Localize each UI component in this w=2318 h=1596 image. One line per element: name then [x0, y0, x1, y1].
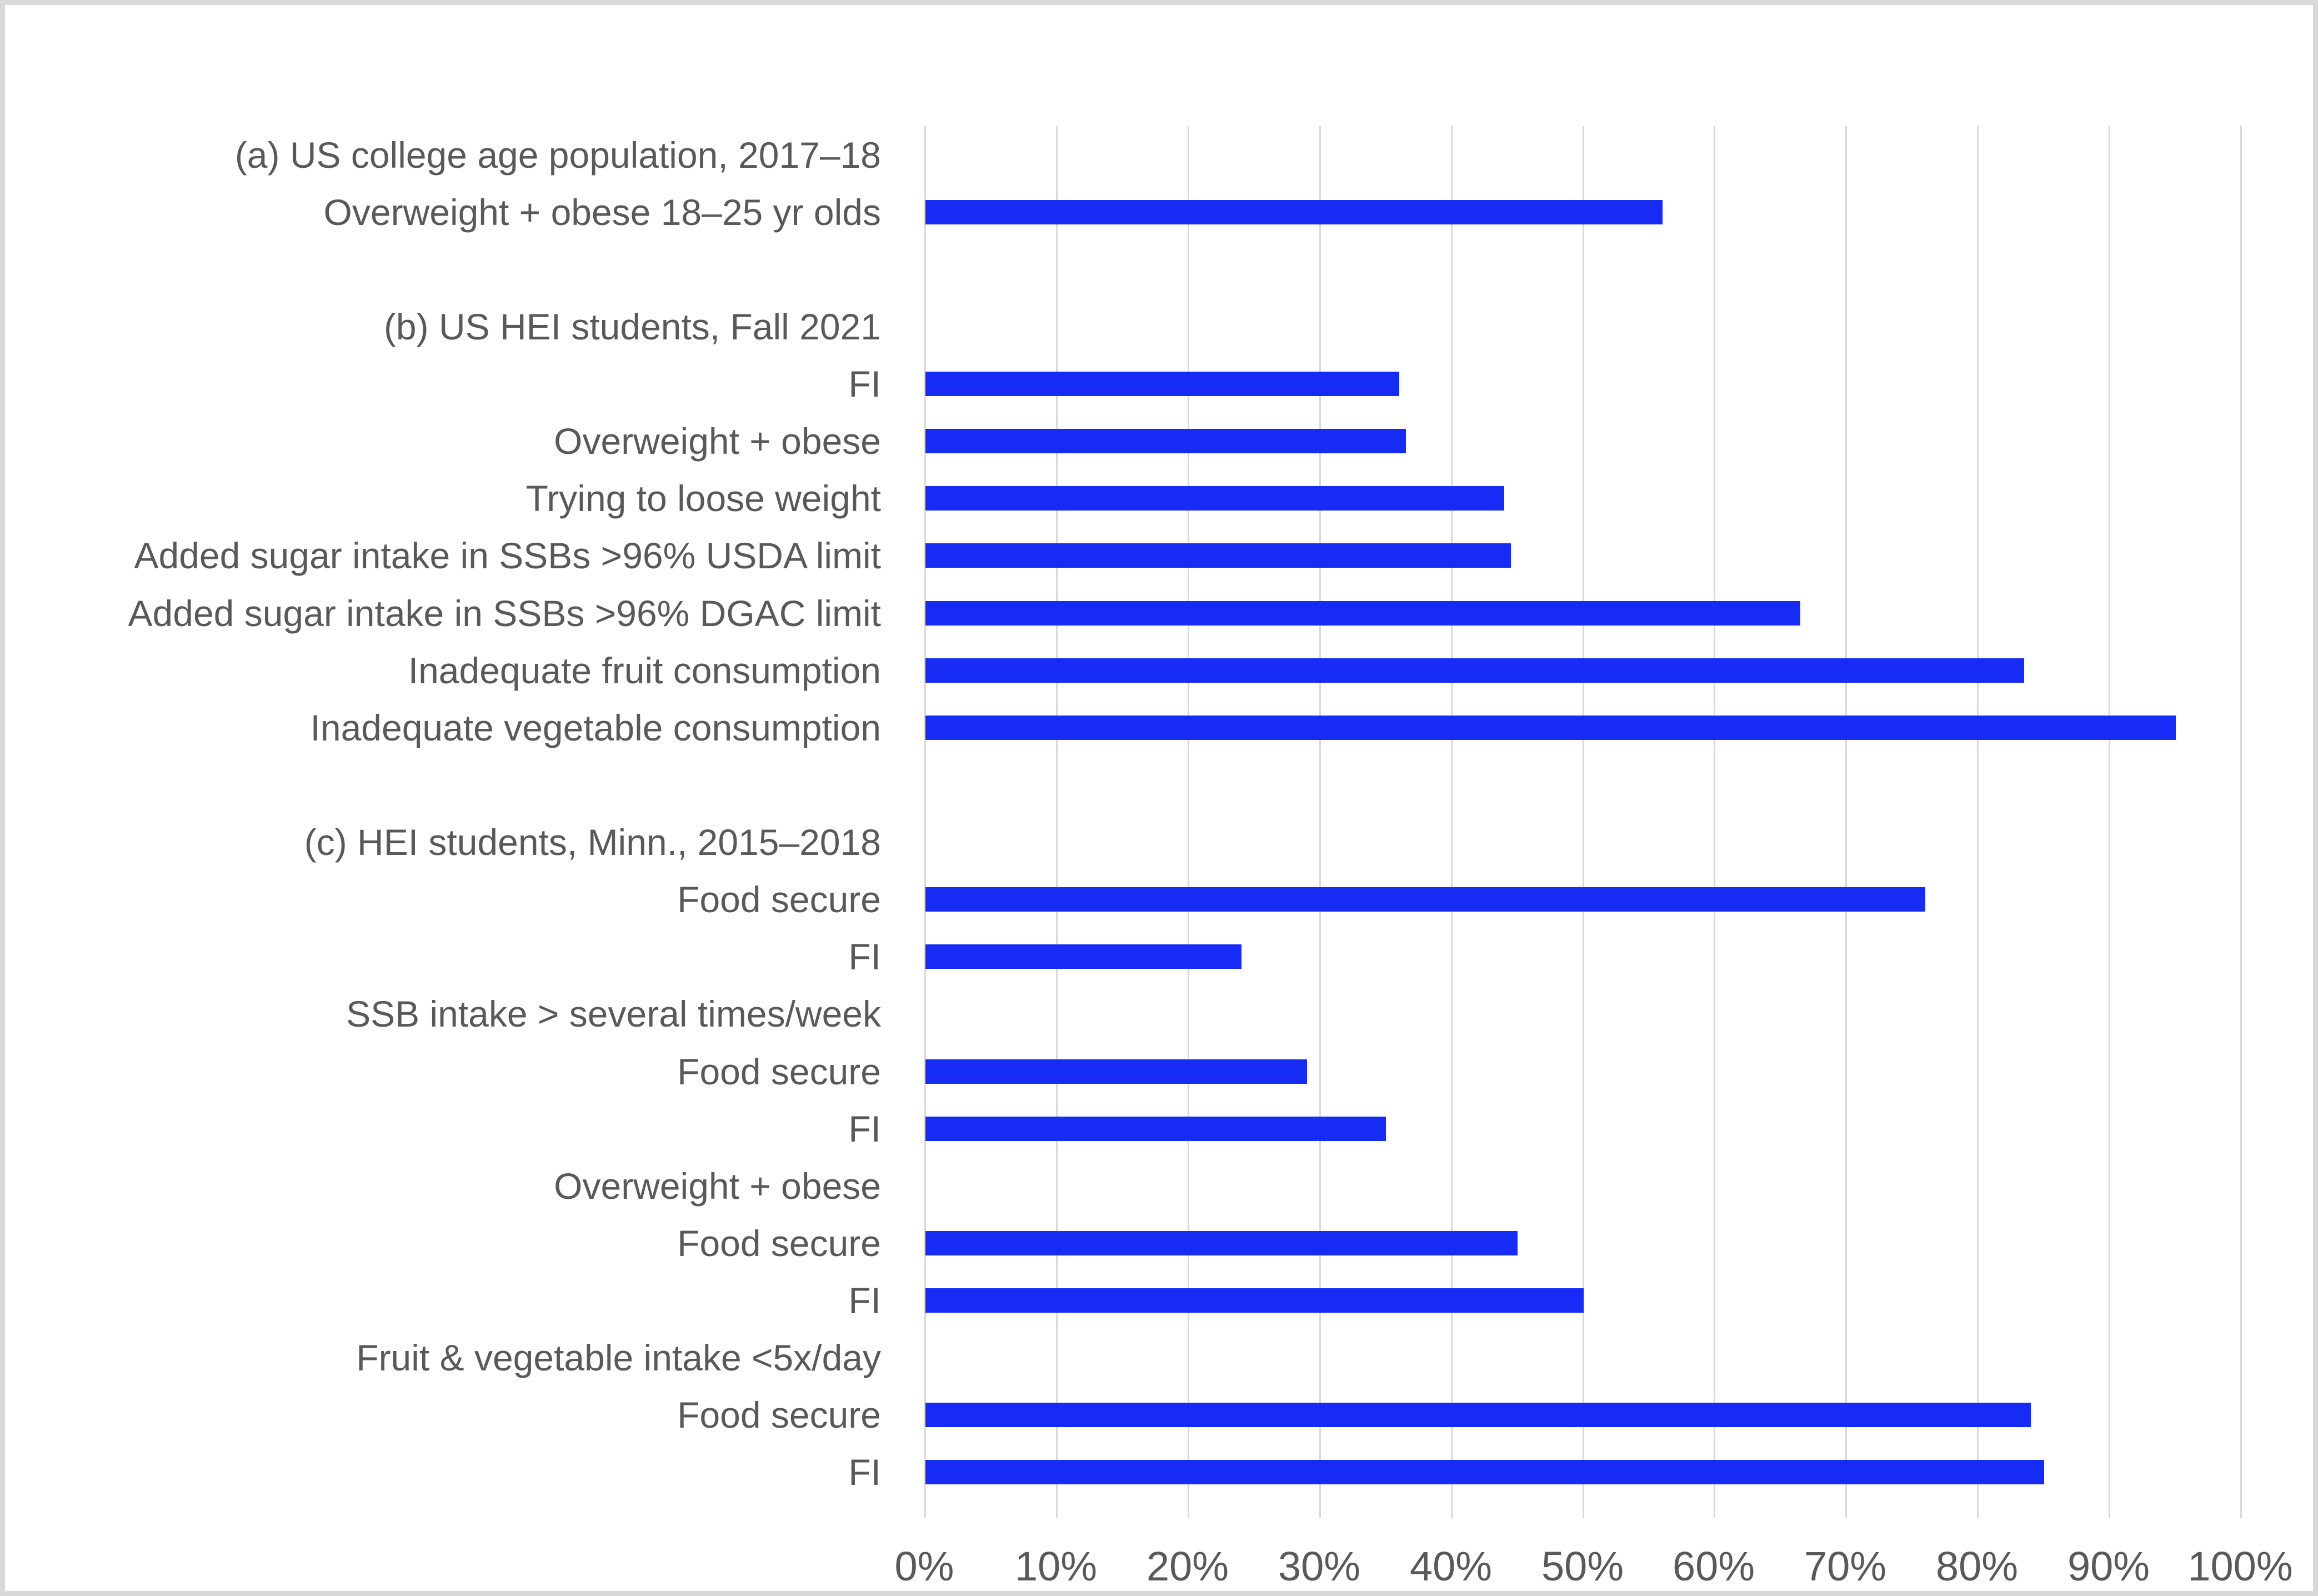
axis-tick [1056, 1501, 1058, 1518]
gridline [1845, 126, 1847, 1501]
gridline [2240, 126, 2242, 1501]
axis-tick [1714, 1501, 1715, 1518]
x-axis-label: 90% [2067, 1543, 2150, 1589]
gridline [1056, 126, 1058, 1501]
gridline [1977, 126, 1979, 1501]
axis-tick [2240, 1501, 2242, 1518]
gridline [1714, 126, 1715, 1501]
bar [925, 543, 1511, 568]
bar [925, 715, 2176, 740]
x-axis-label: 100% [2187, 1543, 2293, 1589]
axis-tick [1188, 1501, 1189, 1518]
category-label: Inadequate vegetable consumption [310, 707, 881, 748]
section-header: (c) HEI students, Minn., 2015–2018 [304, 822, 881, 863]
bar [925, 372, 1399, 397]
bar [925, 1460, 2044, 1485]
axis-tick [2109, 1501, 2110, 1518]
category-label: Food secure [677, 1050, 881, 1092]
section-header: (b) US HEI students, Fall 2021 [383, 306, 881, 347]
x-axis-label: 10% [1014, 1543, 1098, 1589]
bar [925, 1403, 2031, 1428]
bar [925, 1059, 1307, 1084]
category-label: FI [848, 1280, 881, 1322]
axis-tick [1583, 1501, 1584, 1518]
axis-tick [1451, 1501, 1453, 1518]
bar [925, 658, 2024, 683]
axis-tick [1977, 1501, 1979, 1518]
bar [925, 1116, 1386, 1141]
category-label: Overweight + obese 18–25 yr olds [323, 191, 881, 233]
bar [925, 1288, 1584, 1313]
category-label: FI [848, 936, 881, 978]
x-axis-label: 60% [1672, 1543, 1755, 1589]
gridline [924, 126, 926, 1501]
category-label: Trying to loose weight [525, 478, 881, 519]
axis-tick [1319, 1501, 1321, 1518]
x-axis-label: 40% [1409, 1543, 1493, 1589]
section-header: Fruit & vegetable intake <5x/day [356, 1337, 881, 1379]
bar [925, 1230, 1518, 1255]
bar [925, 601, 1800, 626]
category-label: FI [848, 363, 881, 405]
gridline [2109, 126, 2110, 1501]
category-label: Inadequate fruit consumption [408, 649, 881, 691]
x-axis-label: 50% [1541, 1543, 1624, 1589]
bar [925, 199, 1663, 224]
x-axis-label: 20% [1146, 1543, 1229, 1589]
bar [925, 944, 1241, 969]
gridline [1451, 126, 1453, 1501]
axis-tick [1845, 1501, 1847, 1518]
category-label: Food secure [677, 879, 881, 920]
category-label: Food secure [677, 1222, 881, 1264]
section-header: Overweight + obese [554, 1165, 881, 1207]
bar [925, 429, 1406, 454]
category-label: FI [848, 1108, 881, 1149]
bar [925, 887, 1925, 912]
bar [925, 486, 1504, 511]
section-header: (a) US college age population, 2017–18 [234, 134, 881, 176]
axis-tick [924, 1501, 926, 1518]
category-label: Food secure [677, 1394, 881, 1436]
category-label: Overweight + obese [554, 421, 881, 462]
x-axis-label: 30% [1278, 1543, 1361, 1589]
category-label: FI [848, 1452, 881, 1493]
x-axis-label: 0% [894, 1543, 954, 1589]
gridline [1188, 126, 1189, 1501]
category-label: Added sugar intake in SSBs >96% USDA lim… [134, 535, 881, 577]
x-axis-label: 80% [1935, 1543, 2019, 1589]
gridline [1583, 126, 1584, 1501]
section-header: SSB intake > several times/week [346, 993, 881, 1035]
category-label: Added sugar intake in SSBs >96% DGAC lim… [128, 592, 881, 634]
gridline [1319, 126, 1321, 1501]
x-axis-label: 70% [1804, 1543, 1887, 1589]
